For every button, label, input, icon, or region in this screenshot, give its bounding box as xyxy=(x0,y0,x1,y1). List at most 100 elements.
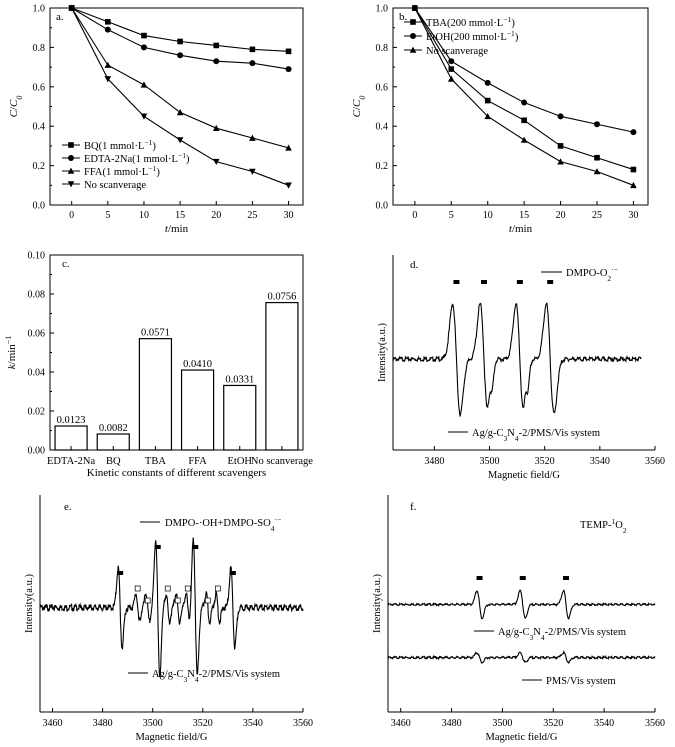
data-point xyxy=(176,109,184,116)
legend-marker xyxy=(68,155,74,161)
panel-c: 0.00 0.02 0.04 0.06 0.08 0.10 0.0123 EDTA-2Na 0.… xyxy=(4,251,314,480)
data-point xyxy=(521,99,528,106)
legend-label: No scanverage xyxy=(84,180,146,191)
bar xyxy=(265,301,299,451)
data-point xyxy=(140,81,148,88)
x-axis-label: t/min xyxy=(165,223,189,235)
peak-marker xyxy=(453,280,460,284)
data-point xyxy=(448,58,455,65)
y-tick-label: 0.00 xyxy=(28,446,46,457)
data-point xyxy=(249,168,256,175)
data-point xyxy=(141,32,147,39)
y-tick-label: 0.10 xyxy=(28,251,46,262)
x-axis-label: Magnetic field/G xyxy=(135,732,207,743)
x-tick-label: 0 xyxy=(412,210,417,221)
spectrum-curve xyxy=(387,589,656,620)
data-point xyxy=(557,113,564,120)
data-point xyxy=(411,4,419,11)
panel-label: a. xyxy=(56,11,64,23)
bar xyxy=(180,369,215,451)
data-point xyxy=(249,60,256,67)
legend-label: DMPO-·OH+DMPO-SO4·− xyxy=(165,515,281,533)
peak-marker-open xyxy=(164,585,171,592)
x-tick-label: 20 xyxy=(211,210,221,221)
legend-label: TBA(200 mmol·L−1) xyxy=(426,15,515,30)
caption-label: Ag/g-C3N4-2/PMS/Vis system xyxy=(152,669,280,684)
x-tick-label: 0 xyxy=(69,210,74,221)
data-point xyxy=(212,124,220,131)
caption-label: PMS/Vis system xyxy=(546,676,616,687)
x-tick-label: 25 xyxy=(247,210,257,221)
x-tick-label: 30 xyxy=(628,210,638,221)
panel-label: f. xyxy=(410,501,417,513)
data-point xyxy=(213,58,220,65)
peak-marker xyxy=(547,280,554,284)
peak-marker-open xyxy=(174,597,181,604)
y-tick-label: 0.4 xyxy=(376,122,389,133)
peak-marker xyxy=(481,280,488,284)
x-tick-label: 3520 xyxy=(535,456,555,467)
x-tick-label: 3500 xyxy=(143,718,163,729)
bar xyxy=(223,384,257,451)
spectrum-curve xyxy=(39,537,304,678)
x-tick-label: 3500 xyxy=(480,456,500,467)
legend-label: EDTA-2Na(1 mmol·L−1) xyxy=(84,151,190,166)
legend-marker xyxy=(67,167,75,174)
bar-value-label: 0.0571 xyxy=(141,328,170,339)
peak-marker xyxy=(563,576,569,580)
data-point xyxy=(484,97,491,104)
y-tick-label: 0.02 xyxy=(28,407,46,418)
legend-marker xyxy=(410,19,416,25)
category-label: No scanverage xyxy=(251,456,313,467)
category-label: FFA xyxy=(188,456,207,467)
panel-d: 3480 3500 3520 3540 3560 Magnetic field/G Inte… xyxy=(377,255,665,481)
y-axis-label: Intensity(a.u.) xyxy=(377,323,388,382)
data-point xyxy=(520,136,528,143)
y-tick-label: 0.6 xyxy=(376,82,389,93)
data-point xyxy=(594,154,600,161)
y-axis-label: Intensity(a.u.) xyxy=(24,574,35,633)
y-tick-label: 0.06 xyxy=(28,329,46,340)
x-axis-label: Magnetic field/G xyxy=(485,732,557,743)
legend-label: EtOH(200 mmol·L−1) xyxy=(426,29,519,44)
y-tick-label: 0.2 xyxy=(33,161,46,172)
y-tick-label: 0.8 xyxy=(33,43,46,54)
data-point xyxy=(104,61,112,68)
x-axis-label: t/min xyxy=(509,223,533,235)
legend-label: BQ(1 mmol·L−1) xyxy=(84,138,156,153)
panel-label: d. xyxy=(410,259,419,271)
data-point xyxy=(176,137,184,144)
x-tick-label: 3560 xyxy=(645,456,665,467)
legend-marker xyxy=(409,46,417,53)
x-tick-label: 3560 xyxy=(293,718,313,729)
y-tick-label: 0.04 xyxy=(28,368,46,379)
x-tick-label: 3540 xyxy=(594,718,614,729)
data-point xyxy=(177,52,184,59)
legend-label: FFA(1 mmol·L−1) xyxy=(84,164,160,179)
data-point xyxy=(593,168,601,175)
peak-marker-filled xyxy=(192,545,199,549)
data-point xyxy=(140,113,148,120)
bar-value-label: 0.0123 xyxy=(57,415,86,426)
peak-marker-open xyxy=(204,597,211,604)
x-tick-label: 3520 xyxy=(543,718,563,729)
y-axis-label: C/C0 xyxy=(351,96,367,118)
data-point xyxy=(484,79,491,86)
caption-label: Ag/g-C3N4-2/PMS/Vis system xyxy=(472,428,600,443)
legend-marker xyxy=(67,181,75,188)
panel-label: b. xyxy=(399,11,408,23)
bar-value-label: 0.0331 xyxy=(225,374,254,385)
data-point xyxy=(177,38,183,45)
data-point xyxy=(285,144,292,151)
data-point xyxy=(630,166,637,173)
x-tick-label: 5 xyxy=(105,210,110,221)
peak-marker xyxy=(476,576,483,580)
peak-marker-filled xyxy=(229,571,236,575)
category-label: EtOH xyxy=(228,456,253,467)
y-tick-label: 0.08 xyxy=(28,290,46,301)
x-tick-label: 20 xyxy=(556,210,566,221)
data-point xyxy=(557,158,564,165)
x-tick-label: 3460 xyxy=(391,718,411,729)
spectrum-curve xyxy=(387,649,656,664)
peak-marker-open xyxy=(214,585,221,592)
